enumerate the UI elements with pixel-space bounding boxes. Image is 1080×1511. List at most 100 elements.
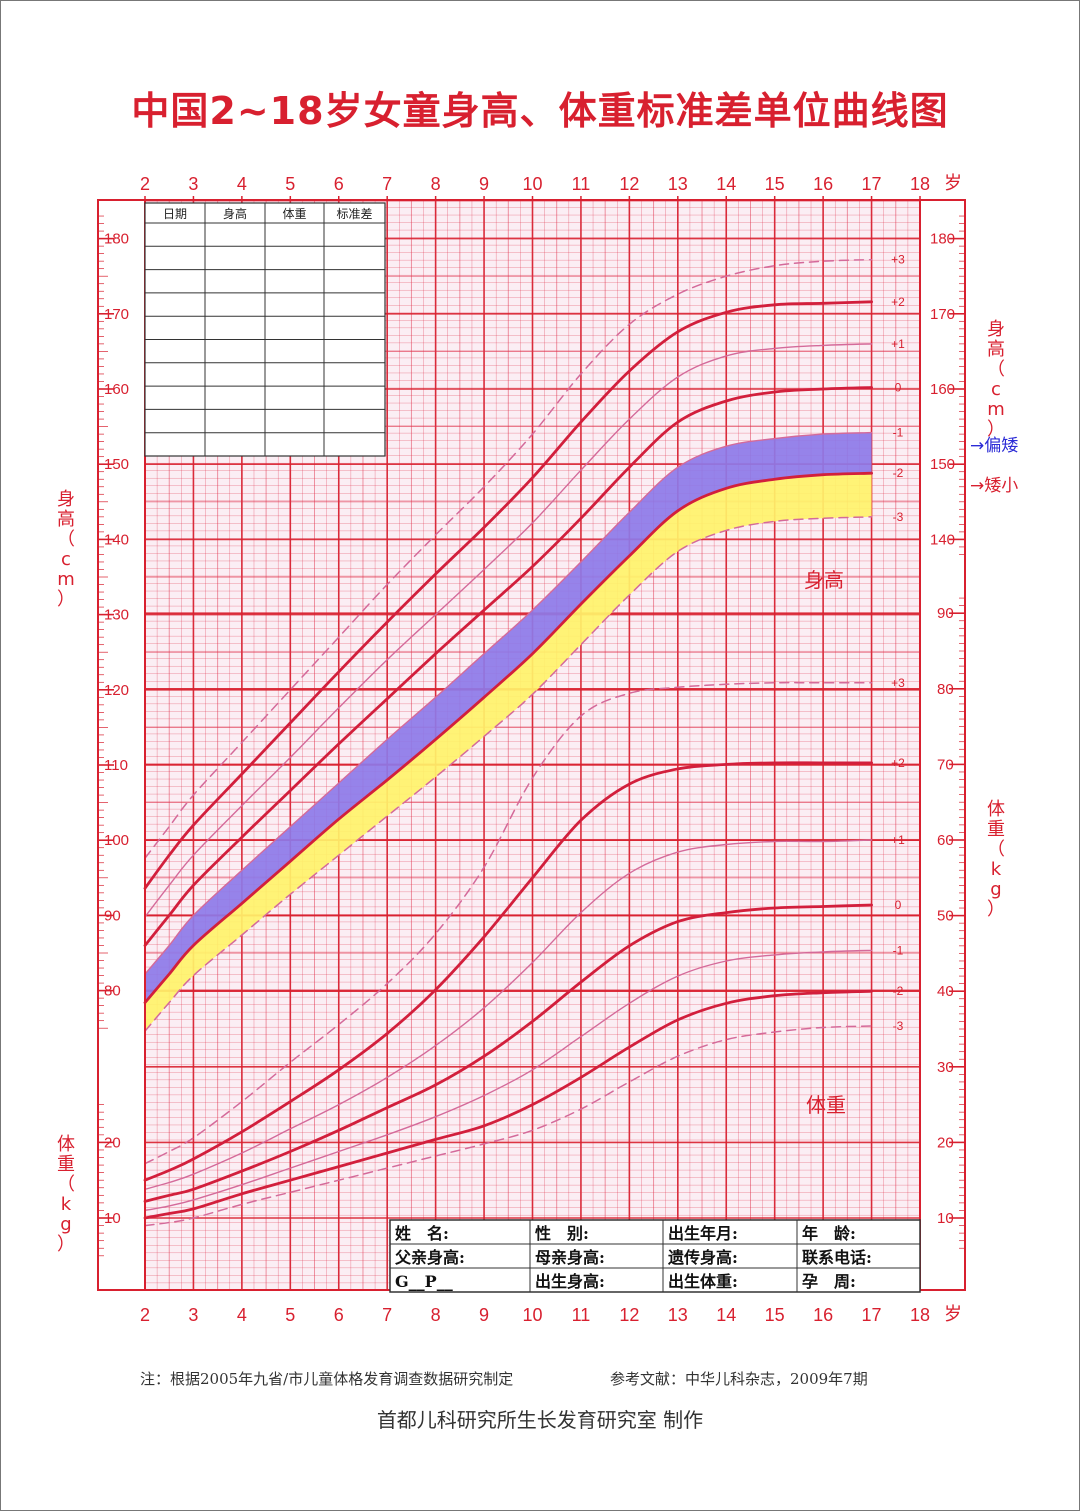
right-weight-tick-label: 50 [937,908,954,925]
weight-curve-+3 [144,681,873,1165]
chart-curves [143,258,873,1227]
weight-region-label: 体重 [806,1093,846,1117]
height-tick-label: 80 [104,983,121,1000]
right-weight-tick-label: 60 [937,832,954,849]
weight-sd-label: 0 [895,898,902,912]
x-tick-label-bottom: 15 [765,1305,785,1325]
x-tick-label-top: 7 [382,174,392,194]
x-tick-label-top: 13 [668,174,688,194]
x-tick-label-bottom: 17 [862,1305,882,1325]
x-tick-label-top: 5 [285,174,295,194]
height-tick-label: 90 [104,907,121,924]
right-weight-tick-label: 30 [937,1059,954,1076]
x-tick-label-top: 16 [813,174,833,194]
sd-labels: +3 +2 +1 0 -1 -2 -3 +3 +2 +1 0 -1 -2 -3 [891,253,905,1033]
x-tick-label-top: 2 [140,174,150,194]
height-sd-label: 0 [895,380,902,394]
weight-curve-+1 [144,839,873,1190]
chart-axes: 8090100110120130140150160170180102014015… [97,173,966,1325]
x-tick-label-top: 14 [716,174,736,194]
info-form-field: 出生身高: [535,1272,605,1291]
info-form-field: 联系电话: [802,1248,872,1267]
height-sd-label: -1 [893,426,904,440]
x-tick-label-bottom: 12 [619,1305,639,1325]
x-tick-label-bottom: 14 [716,1305,736,1325]
x-tick-label-top: 9 [479,174,489,194]
info-form-field: 出生体重: [668,1272,738,1291]
info-form-box [389,1219,921,1293]
height-sd-label: +1 [891,337,905,351]
right-weight-tick-label: 90 [937,605,954,622]
height-curve-0 [143,386,873,947]
height-sd-label: -3 [893,510,904,524]
x-tick-label-bottom: 2 [140,1305,150,1325]
x-tick-label-bottom: 11 [572,1305,591,1325]
weight-sd-label: +1 [891,833,905,847]
x-tick-label-bottom: 13 [668,1305,688,1325]
weight-sd-label: +3 [891,676,905,690]
right-axis-line [920,199,966,1291]
weight-axis-title-left: 体重（ k g） [57,1134,75,1255]
credit: 首都儿科研究所生长发育研究室 制作 [376,1408,704,1432]
right-weight-tick-label: 70 [937,756,954,773]
weight-curve-+2 [143,761,873,1182]
height-tick-label: 130 [104,607,129,624]
x-tick-label-bottom: 16 [813,1305,833,1325]
x-tick-label-top: 3 [188,174,198,194]
weight-tick-label-left: 20 [104,1134,121,1151]
annotation-pianai: →偏矮 [970,436,1018,456]
right-height-tick-label: 180 [930,231,955,248]
right-height-tick-label: 150 [930,456,955,473]
info-form-field: G__P__ [395,1272,453,1291]
right-weight-tick-label: 20 [937,1134,954,1151]
annotation-aixiao: →矮小 [970,476,1018,496]
x-tick-label-bottom: 8 [431,1305,441,1325]
x-tick-label-bottom: 3 [188,1305,198,1325]
info-form-field: 性 别: [535,1224,589,1243]
right-weight-tick-label: 40 [937,983,954,1000]
height-tick-label: 160 [104,381,129,398]
x-tick-label-bottom: 5 [285,1305,295,1325]
x-tick-label-bottom: 4 [237,1305,247,1325]
weight-curve--2 [143,989,873,1220]
record-table-header: 标准差 [336,207,372,221]
x-axis-label-top: 岁 [944,173,962,193]
x-tick-label-top: 12 [619,174,639,194]
left-axis-line [97,199,145,1291]
weight-axis-title-right: 体重（ k g） [987,799,1005,920]
height-curve--3 [144,516,873,1032]
weight-curve-0 [143,903,873,1203]
record-table-header: 体重 [282,207,306,221]
record-table: 日期 身高 体重 标准差 [144,202,386,457]
x-tick-label-bottom: 6 [334,1305,344,1325]
x-axis-label-bottom: 岁 [944,1304,962,1324]
height-sd-label: -2 [893,466,904,480]
weight-sd-label: -2 [893,984,904,998]
info-form: 姓 名: 性 别: 出生年月: 年 龄: 父亲身高: 母亲身高: 遗传身高: 联系电话: G__… [389,1219,921,1293]
height-axis-title-left: 身高（ c m） [57,489,75,610]
height-tick-label: 180 [104,231,129,248]
record-table-header: 身高 [223,206,247,221]
info-form-field: 父亲身高: [394,1248,465,1267]
note-right: 参考文献：中华儿科杂志，2009年7期 [610,1370,868,1388]
x-tick-label-bottom: 10 [522,1305,542,1325]
weight-curve--3 [144,1025,873,1227]
info-form-field: 遗传身高: [667,1248,738,1267]
x-tick-label-bottom: 18 [910,1305,930,1325]
height-sd-label: +3 [891,253,905,267]
info-form-field: 年 龄: [802,1224,856,1243]
height-tick-label: 140 [104,531,129,548]
weight-curve--1 [144,949,873,1212]
info-form-field: 母亲身高: [535,1248,605,1267]
x-tick-label-top: 11 [572,174,591,194]
weight-sd-label: -3 [893,1019,904,1033]
right-height-tick-label: 170 [930,306,955,323]
height-sd-label: +2 [891,295,905,309]
chart-title: 中国2~18岁女童身高、体重标准差单位曲线图 [131,89,949,133]
weight-sd-label: +2 [891,756,905,770]
right-height-tick-label: 160 [930,381,955,398]
x-tick-label-top: 18 [910,174,930,194]
right-weight-tick-label: 80 [937,681,954,698]
